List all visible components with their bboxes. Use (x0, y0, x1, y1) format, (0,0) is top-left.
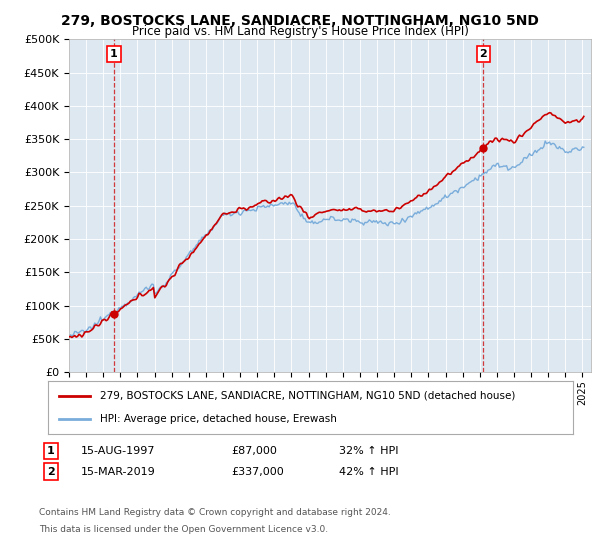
Text: This data is licensed under the Open Government Licence v3.0.: This data is licensed under the Open Gov… (39, 525, 328, 534)
Text: £87,000: £87,000 (231, 446, 277, 456)
Text: 1: 1 (47, 446, 55, 456)
Text: 15-MAR-2019: 15-MAR-2019 (81, 466, 156, 477)
Text: 15-AUG-1997: 15-AUG-1997 (81, 446, 155, 456)
Text: 1: 1 (110, 49, 118, 59)
Text: 279, BOSTOCKS LANE, SANDIACRE, NOTTINGHAM, NG10 5ND (detached house): 279, BOSTOCKS LANE, SANDIACRE, NOTTINGHA… (101, 391, 516, 401)
Text: 279, BOSTOCKS LANE, SANDIACRE, NOTTINGHAM, NG10 5ND: 279, BOSTOCKS LANE, SANDIACRE, NOTTINGHA… (61, 14, 539, 28)
Text: 32% ↑ HPI: 32% ↑ HPI (339, 446, 398, 456)
Text: £337,000: £337,000 (231, 466, 284, 477)
Text: 2: 2 (47, 466, 55, 477)
Text: 42% ↑ HPI: 42% ↑ HPI (339, 466, 398, 477)
Text: HPI: Average price, detached house, Erewash: HPI: Average price, detached house, Erew… (101, 414, 337, 424)
Text: 2: 2 (479, 49, 487, 59)
Text: Price paid vs. HM Land Registry's House Price Index (HPI): Price paid vs. HM Land Registry's House … (131, 25, 469, 38)
Text: Contains HM Land Registry data © Crown copyright and database right 2024.: Contains HM Land Registry data © Crown c… (39, 508, 391, 517)
